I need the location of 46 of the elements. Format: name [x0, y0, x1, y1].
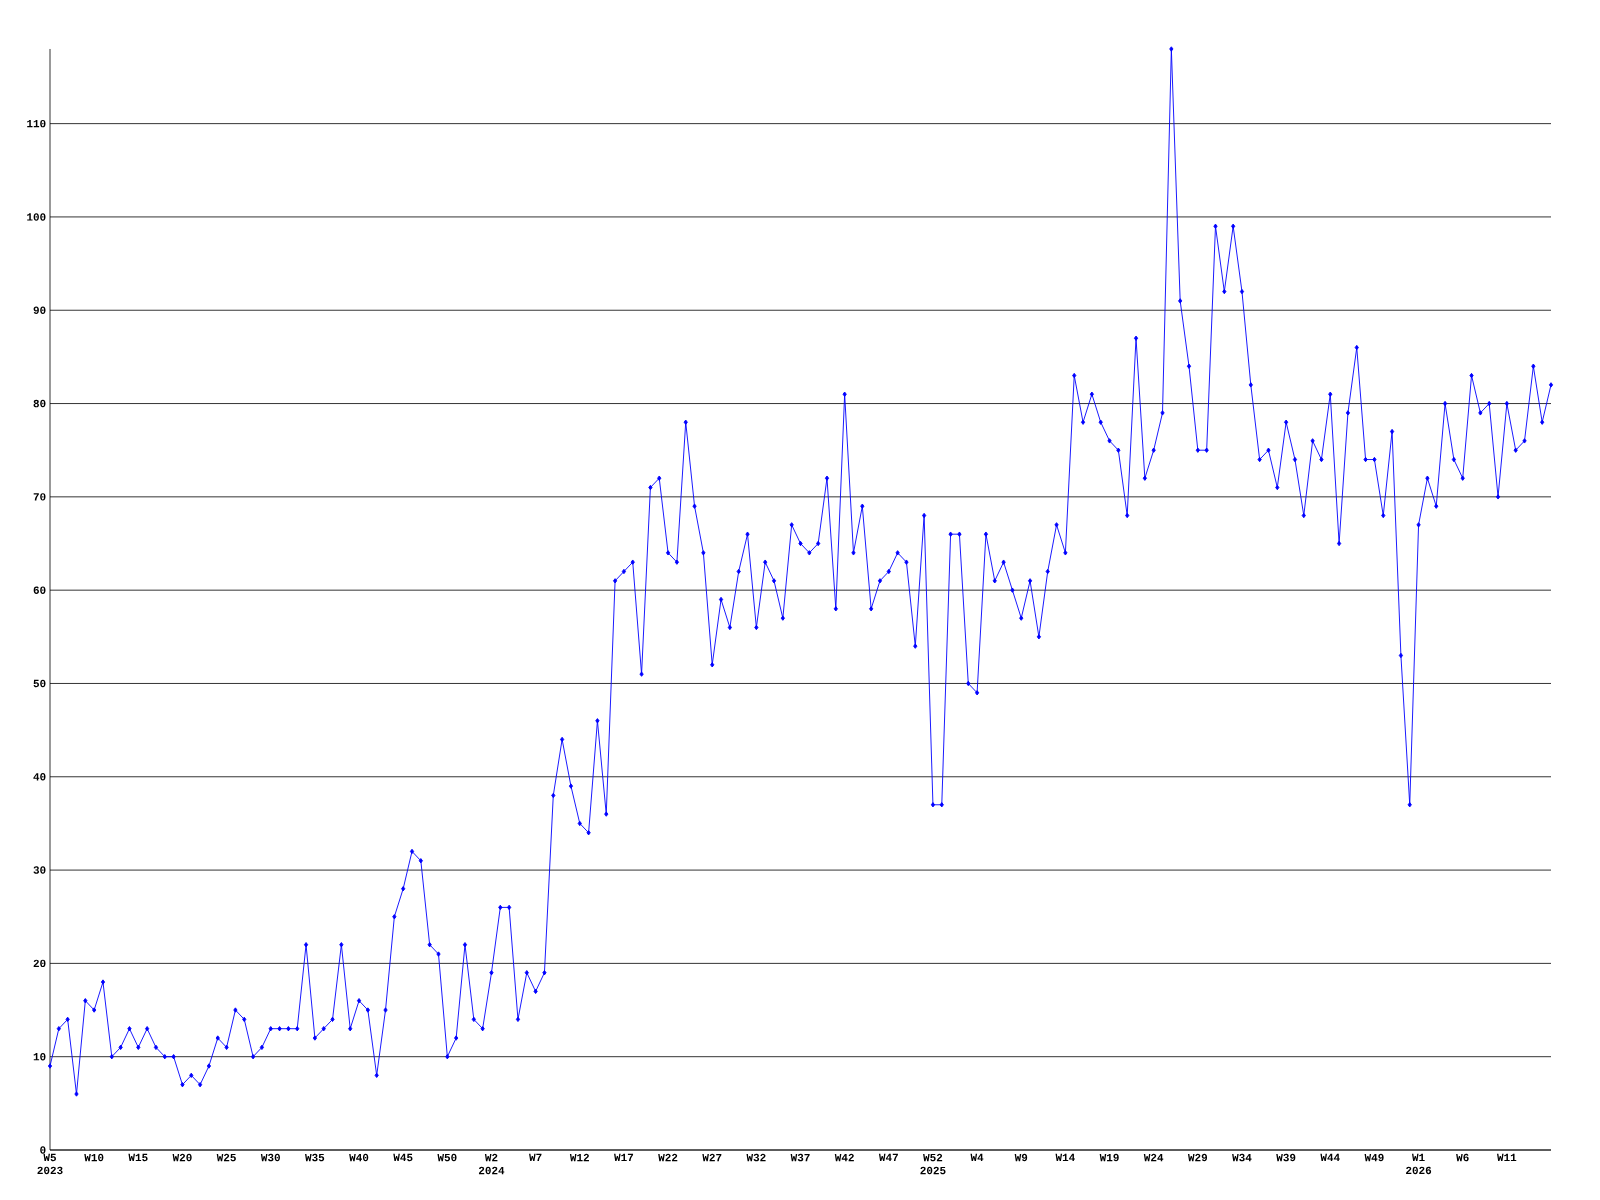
- x-tick-label: W42: [834, 1153, 854, 1162]
- y-tick-label: 0: [40, 1146, 46, 1154]
- x-tick-label: W17: [614, 1153, 634, 1162]
- x-tick-label: W37: [790, 1153, 810, 1162]
- x-tick-label: W30: [260, 1153, 280, 1162]
- x-tick-label: W5 2023: [37, 1153, 63, 1175]
- y-tick-label: 40: [33, 773, 46, 781]
- x-tick-label: W19: [1099, 1153, 1119, 1162]
- x-tick-label: W11: [1497, 1153, 1517, 1162]
- y-tick-label: 30: [33, 866, 46, 874]
- y-tick-label: 110: [27, 119, 46, 128]
- x-tick-label: W12: [569, 1153, 589, 1162]
- y-tick-label: 20: [33, 959, 46, 968]
- y-tick-label: 50: [33, 679, 46, 688]
- y-tick-label: 10: [33, 1052, 46, 1061]
- x-tick-label: W47: [878, 1153, 898, 1162]
- x-tick-label: W9: [1014, 1153, 1028, 1162]
- x-tick-label: W29: [1187, 1153, 1208, 1162]
- x-tick-label: W39: [1276, 1153, 1296, 1162]
- x-tick-label: W44: [1320, 1153, 1340, 1162]
- x-tick-label: W6: [1456, 1153, 1469, 1162]
- x-tick-label: W1 2026: [1406, 1153, 1432, 1175]
- x-tick-label: W35: [305, 1153, 325, 1162]
- x-tick-label: W49: [1364, 1153, 1384, 1162]
- y-tick-label: 90: [33, 306, 46, 314]
- x-tick-label: W50: [437, 1153, 457, 1162]
- y-tick-label: 70: [33, 493, 46, 501]
- x-tick-label: W14: [1055, 1153, 1075, 1162]
- x-tick-label: W40: [349, 1153, 369, 1162]
- x-tick-label: W15: [128, 1153, 148, 1162]
- x-tick-label: W24: [1143, 1153, 1164, 1162]
- x-tick-label: W20: [172, 1153, 192, 1162]
- y-tick-label: 100: [27, 213, 46, 221]
- x-tick-label: W25: [216, 1153, 236, 1162]
- x-tick-label: W34: [1232, 1153, 1252, 1162]
- y-tick-label: 60: [33, 586, 46, 594]
- x-tick-label: W10: [84, 1153, 104, 1162]
- x-tick-label: W22: [658, 1153, 678, 1162]
- x-tick-label: W2 2024: [478, 1153, 505, 1175]
- x-tick-label: W7: [529, 1153, 542, 1162]
- x-tick-label: W4: [970, 1153, 984, 1162]
- y-tick-label: 80: [33, 399, 46, 408]
- x-tick-label: W32: [746, 1153, 766, 1162]
- x-tick-label: W45: [393, 1153, 413, 1162]
- x-tick-label: W27: [702, 1153, 722, 1162]
- x-tick-label: W52 2025: [920, 1153, 946, 1175]
